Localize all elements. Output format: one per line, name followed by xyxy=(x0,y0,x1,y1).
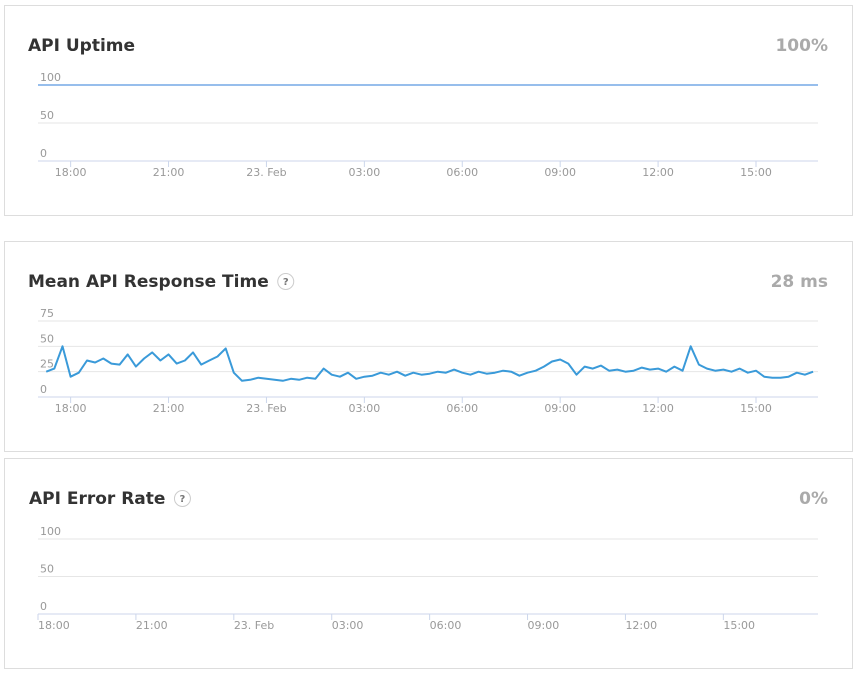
x-tick-label: 18:00 xyxy=(55,402,87,415)
panel-summary: 100% xyxy=(775,36,828,56)
x-tick-label: 21:00 xyxy=(136,619,168,632)
x-tick-label: 06:00 xyxy=(446,402,478,415)
help-icon-text: ? xyxy=(283,277,289,288)
x-tick-label: 03:00 xyxy=(349,402,381,415)
series-line xyxy=(45,345,814,382)
x-tick-label: 09:00 xyxy=(544,402,576,415)
y-tick-label: 50 xyxy=(40,109,54,122)
x-tick-label: 03:00 xyxy=(349,166,381,179)
x-tick-label: 12:00 xyxy=(642,402,674,415)
x-tick-label: 23. Feb xyxy=(246,166,286,179)
panel xyxy=(4,458,853,669)
x-tick-label: 03:00 xyxy=(332,619,364,632)
x-tick-label: 21:00 xyxy=(153,166,185,179)
x-tick-label: 15:00 xyxy=(740,166,772,179)
y-tick-label: 50 xyxy=(40,332,54,345)
panel-summary: 28 ms xyxy=(771,272,828,292)
x-tick-label: 09:00 xyxy=(528,619,560,632)
x-tick-label: 12:00 xyxy=(625,619,657,632)
x-tick-label: 15:00 xyxy=(723,619,755,632)
x-tick-label: 18:00 xyxy=(55,166,87,179)
x-tick-label: 15:00 xyxy=(740,402,772,415)
x-tick-label: 18:00 xyxy=(38,619,70,632)
y-tick-label: 100 xyxy=(40,525,61,538)
help-icon-text: ? xyxy=(180,494,186,505)
x-tick-label: 23. Feb xyxy=(246,402,286,415)
panel-title: API Uptime xyxy=(28,36,135,56)
y-tick-label: 25 xyxy=(40,358,54,371)
y-tick-label: 100 xyxy=(40,71,61,84)
x-tick-label: 23. Feb xyxy=(234,619,274,632)
y-tick-label: 50 xyxy=(40,563,54,576)
panel-title: Mean API Response Time xyxy=(28,272,269,292)
y-tick-label: 0 xyxy=(40,600,47,613)
x-tick-label: 09:00 xyxy=(544,166,576,179)
x-tick-label: 21:00 xyxy=(153,402,185,415)
x-tick-label: 06:00 xyxy=(446,166,478,179)
panel xyxy=(4,5,853,216)
x-tick-label: 12:00 xyxy=(642,166,674,179)
help-icon xyxy=(277,273,295,290)
x-tick-label: 06:00 xyxy=(430,619,462,632)
y-tick-label: 0 xyxy=(40,147,47,160)
panel-title: API Error Rate xyxy=(29,489,165,509)
panel-summary: 0% xyxy=(799,489,828,509)
help-icon xyxy=(173,490,191,507)
y-tick-label: 0 xyxy=(40,383,47,396)
y-tick-label: 75 xyxy=(40,307,54,320)
